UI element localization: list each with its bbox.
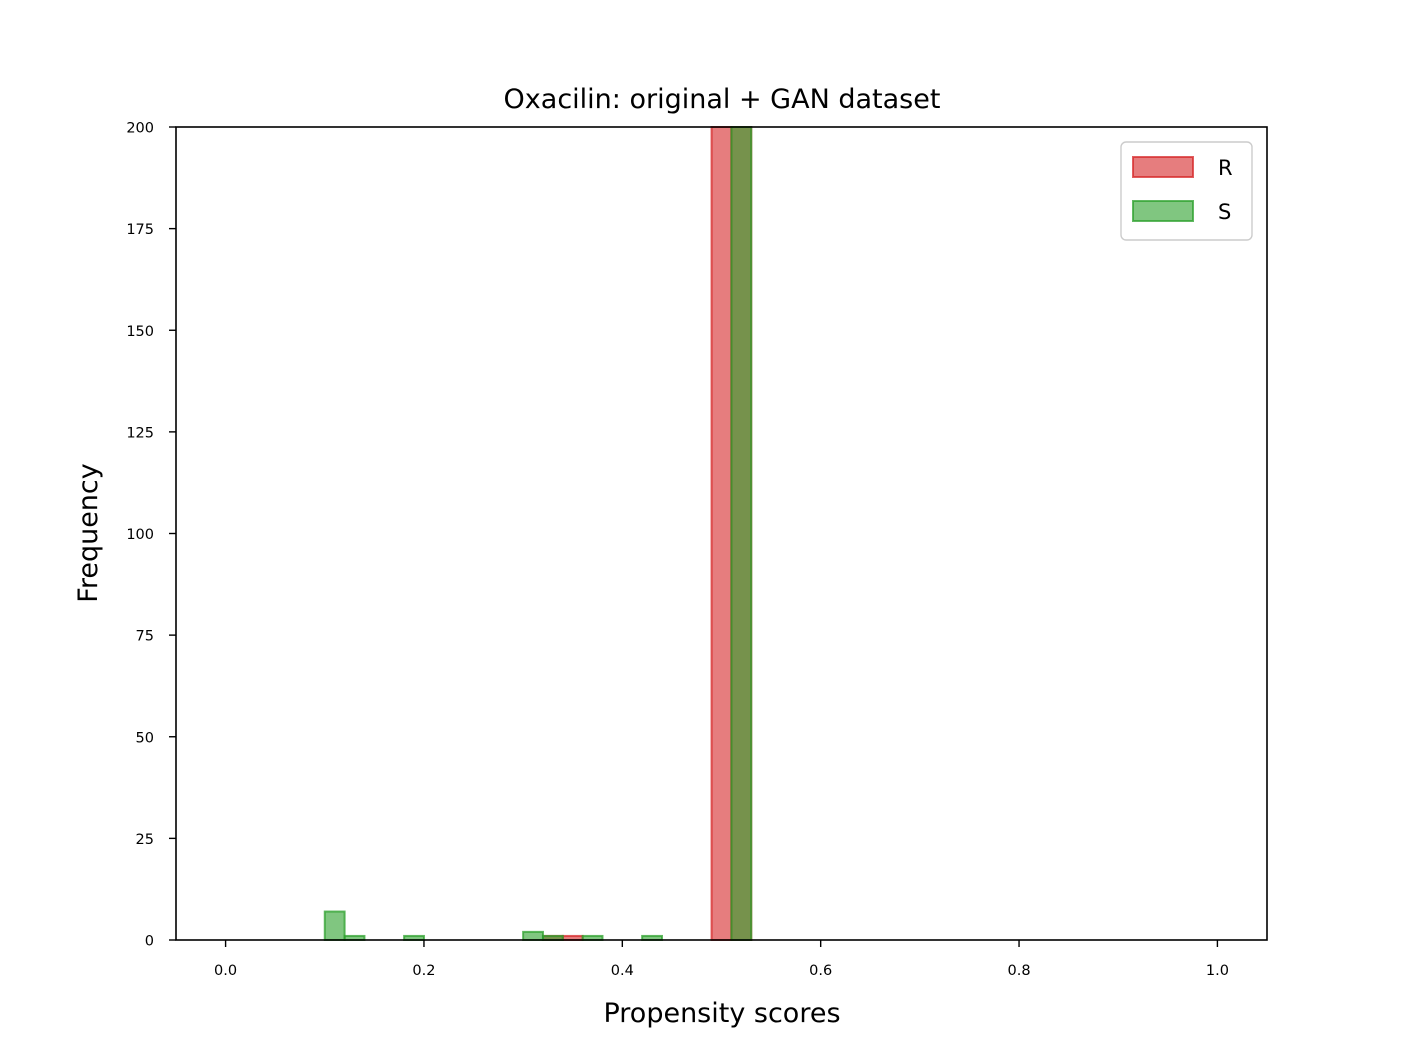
y-tick-label: 125: [126, 425, 154, 441]
legend-swatch-S: [1132, 200, 1194, 222]
y-tick-label: 150: [126, 324, 154, 340]
x-tick-label: 0.0: [214, 963, 237, 979]
y-axis-label: Frequency: [73, 463, 104, 603]
y-tick-label: 0: [145, 934, 154, 950]
x-tick-label: 1.0: [1206, 963, 1229, 979]
bar-S-7: [730, 126, 753, 941]
y-tick-label: 25: [136, 832, 154, 848]
legend: RS: [1120, 141, 1253, 241]
y-tick-label: 50: [136, 730, 154, 746]
chart-title: Oxacilin: original + GAN dataset: [504, 84, 941, 115]
y-tick-label: 175: [126, 222, 154, 238]
legend-label-R: R: [1218, 156, 1233, 180]
y-tick-label: 75: [136, 629, 154, 645]
bars-layer: [323, 126, 753, 941]
bar-R-2: [710, 126, 733, 941]
x-tick-label: 0.2: [412, 963, 435, 979]
bar-S-3: [522, 930, 544, 941]
x-tick-label: 0.8: [1008, 963, 1031, 979]
legend-label-S: S: [1218, 200, 1231, 224]
legend-swatch-R: [1132, 156, 1194, 178]
y-tick-label: 200: [126, 121, 154, 137]
y-axis: 0 25 50 75 100 125 150 175 200: [126, 121, 176, 950]
x-axis-label: Propensity scores: [603, 998, 840, 1029]
x-axis: 0.0 0.2 0.4 0.6 0.8 1.0: [214, 940, 1229, 979]
x-tick-label: 0.4: [611, 963, 634, 979]
y-tick-label: 100: [126, 527, 154, 543]
x-tick-label: 0.6: [809, 963, 832, 979]
bar-S-0: [323, 910, 346, 941]
